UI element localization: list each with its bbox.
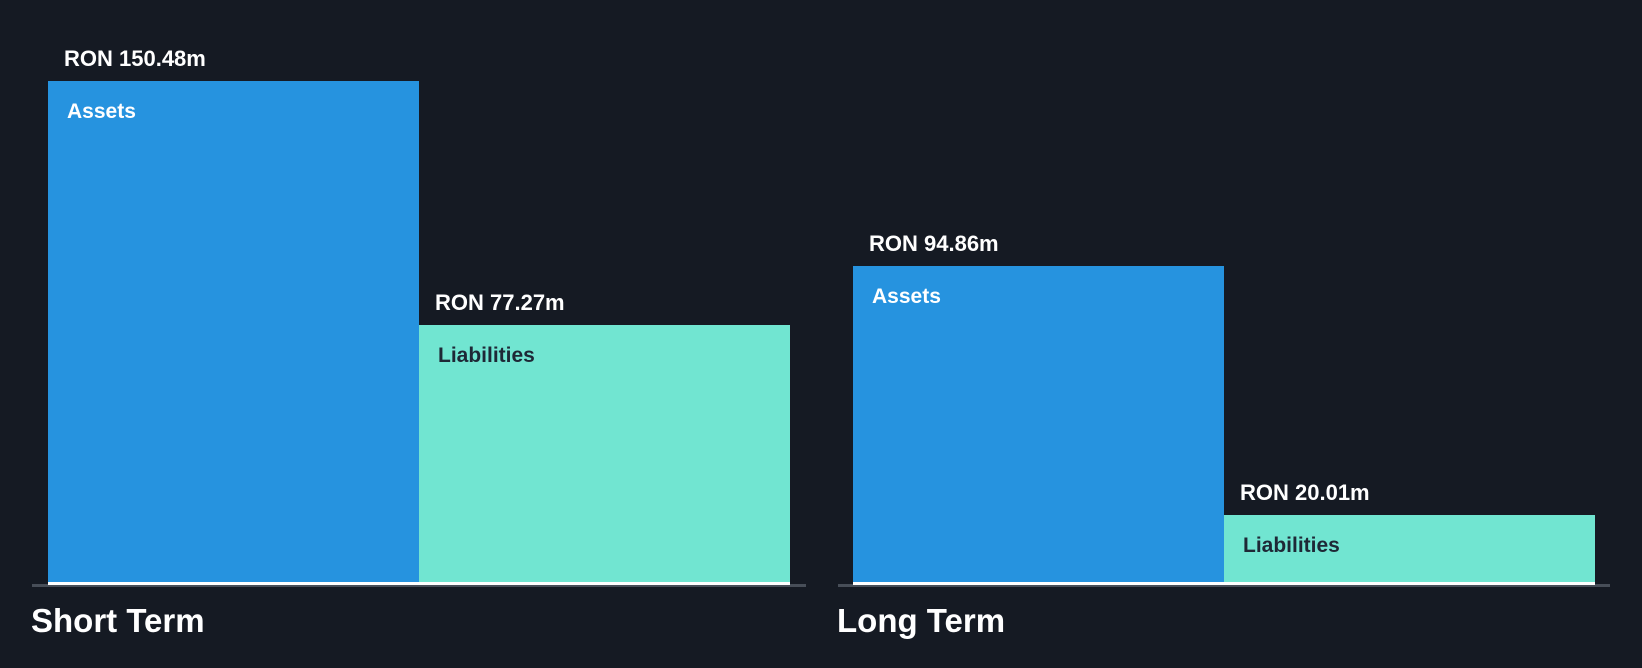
short-term-assets-bar-label: Assets xyxy=(67,100,136,123)
short-term-liabilities-value-label: RON 77.27m xyxy=(435,290,565,315)
long-term-liabilities-value-label: RON 20.01m xyxy=(1240,480,1370,505)
short-term-liabilities-bar[interactable]: Liabilities xyxy=(419,325,790,585)
short-term-assets-bar[interactable]: Assets xyxy=(48,81,419,585)
short-term-group-label: Short Term xyxy=(31,602,205,639)
long-term-assets-bar-label: Assets xyxy=(872,285,941,308)
long-term-axis-line xyxy=(838,584,1610,587)
long-term-group-label: Long Term xyxy=(837,602,1006,639)
short-term-liabilities-bar-label: Liabilities xyxy=(438,344,535,367)
short-term-assets-value-label: RON 150.48m xyxy=(64,46,206,71)
long-term-assets-bar[interactable]: Assets xyxy=(853,266,1224,585)
long-term-liabilities-bar[interactable]: Liabilities xyxy=(1224,515,1595,585)
long-term-assets-value-label: RON 94.86m xyxy=(869,231,999,256)
long-term-liabilities-bar-label: Liabilities xyxy=(1243,534,1340,557)
short-term-axis-line xyxy=(32,584,806,587)
